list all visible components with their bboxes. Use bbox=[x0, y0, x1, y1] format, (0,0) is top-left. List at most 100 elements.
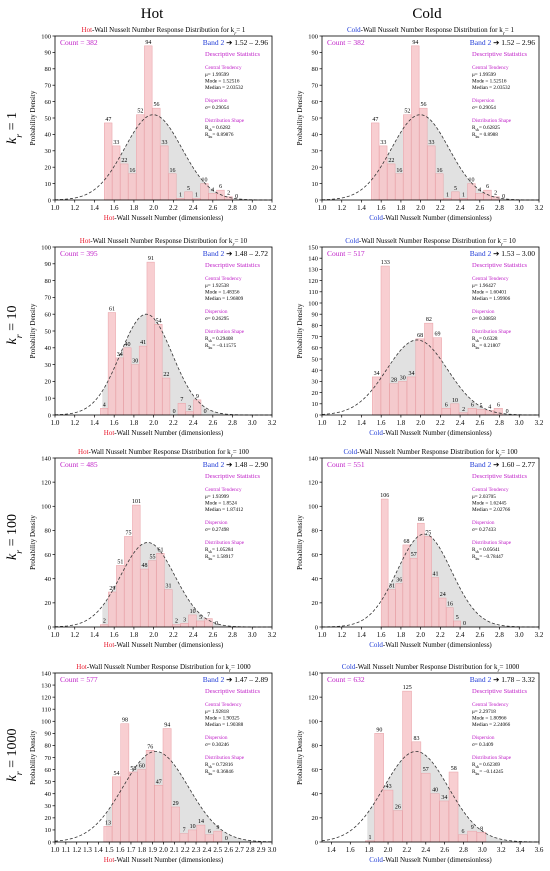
stats-central-heading: Central Tendency bbox=[205, 65, 242, 71]
histogram-bar bbox=[388, 589, 396, 628]
histogram-bar bbox=[427, 145, 436, 201]
count-label: Count = 632 bbox=[327, 675, 365, 684]
bar-value-label: 9 bbox=[196, 394, 199, 400]
x-tick-label: 1.6 bbox=[346, 846, 355, 854]
chart-title: Cold-Wall Nusselt Number Response Distri… bbox=[347, 26, 515, 37]
x-tick-label: 1.6 bbox=[110, 419, 119, 427]
bar-value-label: 10 bbox=[202, 178, 208, 184]
stats-central-heading: Central Tendency bbox=[472, 702, 509, 708]
bar-value-label: 5 bbox=[187, 186, 190, 192]
stats-dispersion-heading: Dispersion bbox=[472, 98, 495, 104]
x-tick-label: 1.6 bbox=[377, 419, 386, 427]
histogram-bar bbox=[179, 833, 189, 843]
bar-value-label: 54 bbox=[156, 318, 162, 324]
histogram-bar bbox=[131, 364, 140, 416]
histogram-bar bbox=[406, 376, 416, 416]
y-tick-label: 20 bbox=[45, 165, 52, 172]
histogram-bar bbox=[458, 834, 468, 843]
stats-skewness: Rsk= 0.6328 bbox=[472, 336, 498, 343]
y-tick-label: 100 bbox=[41, 719, 51, 726]
bar-value-label: 6 bbox=[445, 402, 448, 408]
y-tick-label: 100 bbox=[308, 33, 318, 40]
y-tick-label: 30 bbox=[45, 362, 52, 369]
x-tick-label: 2.6 bbox=[208, 631, 217, 639]
plot-frame bbox=[321, 246, 540, 416]
y-tick-label: 80 bbox=[45, 278, 52, 285]
bar-value-label: 31 bbox=[389, 584, 395, 590]
x-tick-label: 2.8 bbox=[495, 204, 504, 212]
bar-value-label: 43 bbox=[386, 784, 392, 790]
x-axis-label: Hot-Wall Nusselt Number (dimensionless) bbox=[104, 856, 224, 864]
x-tick-label: 1.0 bbox=[318, 631, 327, 639]
histogram-bar bbox=[379, 145, 388, 201]
y-tick-label: 0 bbox=[48, 412, 51, 419]
y-tick-label: 0 bbox=[48, 839, 51, 846]
bar-value-label: 47 bbox=[372, 117, 378, 123]
y-tick-label: 120 bbox=[308, 278, 318, 285]
x-tick-label: 1.9 bbox=[148, 846, 157, 854]
histogram-bar bbox=[438, 597, 447, 628]
bar-value-label: 8 bbox=[480, 826, 483, 832]
histogram-bar bbox=[123, 347, 132, 416]
x-tick-label: 2.4 bbox=[456, 204, 465, 212]
histogram-bar bbox=[380, 498, 389, 628]
bar-value-label: 106 bbox=[380, 493, 389, 499]
x-tick-label: 1.3 bbox=[83, 846, 92, 854]
chart-title: Hot-Wall Nusselt Number Response Distrib… bbox=[78, 448, 249, 459]
stats-mode: Mode = 1.48356 bbox=[205, 290, 240, 296]
x-tick-label: 1.6 bbox=[377, 204, 386, 212]
histogram-bar bbox=[439, 800, 449, 843]
stats-mean: μ= 2.29718 bbox=[472, 709, 496, 715]
x-tick-label: 2.4 bbox=[189, 631, 198, 639]
y-tick-label: 60 bbox=[45, 312, 52, 319]
stats-mode: Mode = 1.80966 bbox=[472, 716, 507, 722]
histogram-bar bbox=[162, 377, 171, 416]
x-tick-label: 2.6 bbox=[208, 419, 217, 427]
y-tick-label: 40 bbox=[45, 791, 52, 798]
y-tick-label: 50 bbox=[45, 115, 52, 122]
histogram-bar bbox=[431, 577, 440, 628]
bar-value-label: 75 bbox=[425, 530, 431, 536]
band-label: Band 2 ➔ 1.52 – 2.96 bbox=[203, 38, 269, 47]
stats-kurtosis: Rku= 0.89876 bbox=[205, 132, 234, 139]
y-tick-label: 20 bbox=[45, 600, 52, 607]
histogram-bar bbox=[435, 173, 444, 201]
histogram-bar bbox=[205, 834, 214, 843]
chart-panel-hot-kr-100: Hot-Wall Nusselt Number Response Distrib… bbox=[29, 448, 277, 649]
stats-central-heading: Central Tendency bbox=[205, 276, 242, 282]
x-tick-label: 3.2 bbox=[268, 204, 277, 212]
histogram-bar bbox=[144, 45, 153, 201]
bar-value-label: 52 bbox=[404, 109, 410, 115]
x-tick-label: 2.0 bbox=[149, 204, 158, 212]
histogram-bar bbox=[115, 357, 124, 416]
x-axis-label: Cold-Wall Nusselt Number (dimensionless) bbox=[369, 641, 492, 649]
x-tick-label: 2.0 bbox=[416, 204, 425, 212]
stats-dispersion-heading: Dispersion bbox=[472, 309, 495, 315]
stats-skewness: Rsk= 0.72816 bbox=[205, 762, 233, 769]
bar-value-label: 29 bbox=[173, 801, 179, 807]
stats-mean: μ= 1.99599 bbox=[472, 72, 496, 78]
x-tick-label: 1.6 bbox=[377, 631, 386, 639]
histogram-bar bbox=[475, 193, 484, 201]
count-label: Count = 517 bbox=[327, 249, 365, 258]
bar-value-label: 30 bbox=[400, 375, 406, 381]
bar-value-label: 2 bbox=[188, 406, 191, 412]
x-tick-label: 1.4 bbox=[327, 846, 336, 854]
bar-value-label: 33 bbox=[428, 140, 434, 146]
y-tick-label: 0 bbox=[48, 624, 51, 631]
bar-value-label: 41 bbox=[140, 340, 146, 346]
y-tick-label: 40 bbox=[312, 576, 319, 583]
histogram-bar bbox=[112, 145, 121, 201]
stats-central-heading: Central Tendency bbox=[205, 487, 242, 493]
y-tick-label: 50 bbox=[45, 779, 52, 786]
x-tick-label: 1.6 bbox=[116, 846, 125, 854]
y-tick-label: 120 bbox=[41, 694, 51, 701]
x-tick-label: 1.8 bbox=[130, 419, 139, 427]
y-axis-label: Probability Density bbox=[29, 90, 37, 145]
stats-sigma: σ= 0.3409 bbox=[472, 742, 494, 748]
stats-central-heading: Central Tendency bbox=[472, 65, 509, 71]
x-tick-label: 1.2 bbox=[337, 631, 346, 639]
stats-shape-heading: Distribution Shape bbox=[205, 540, 245, 546]
y-tick-label: 40 bbox=[312, 791, 319, 798]
